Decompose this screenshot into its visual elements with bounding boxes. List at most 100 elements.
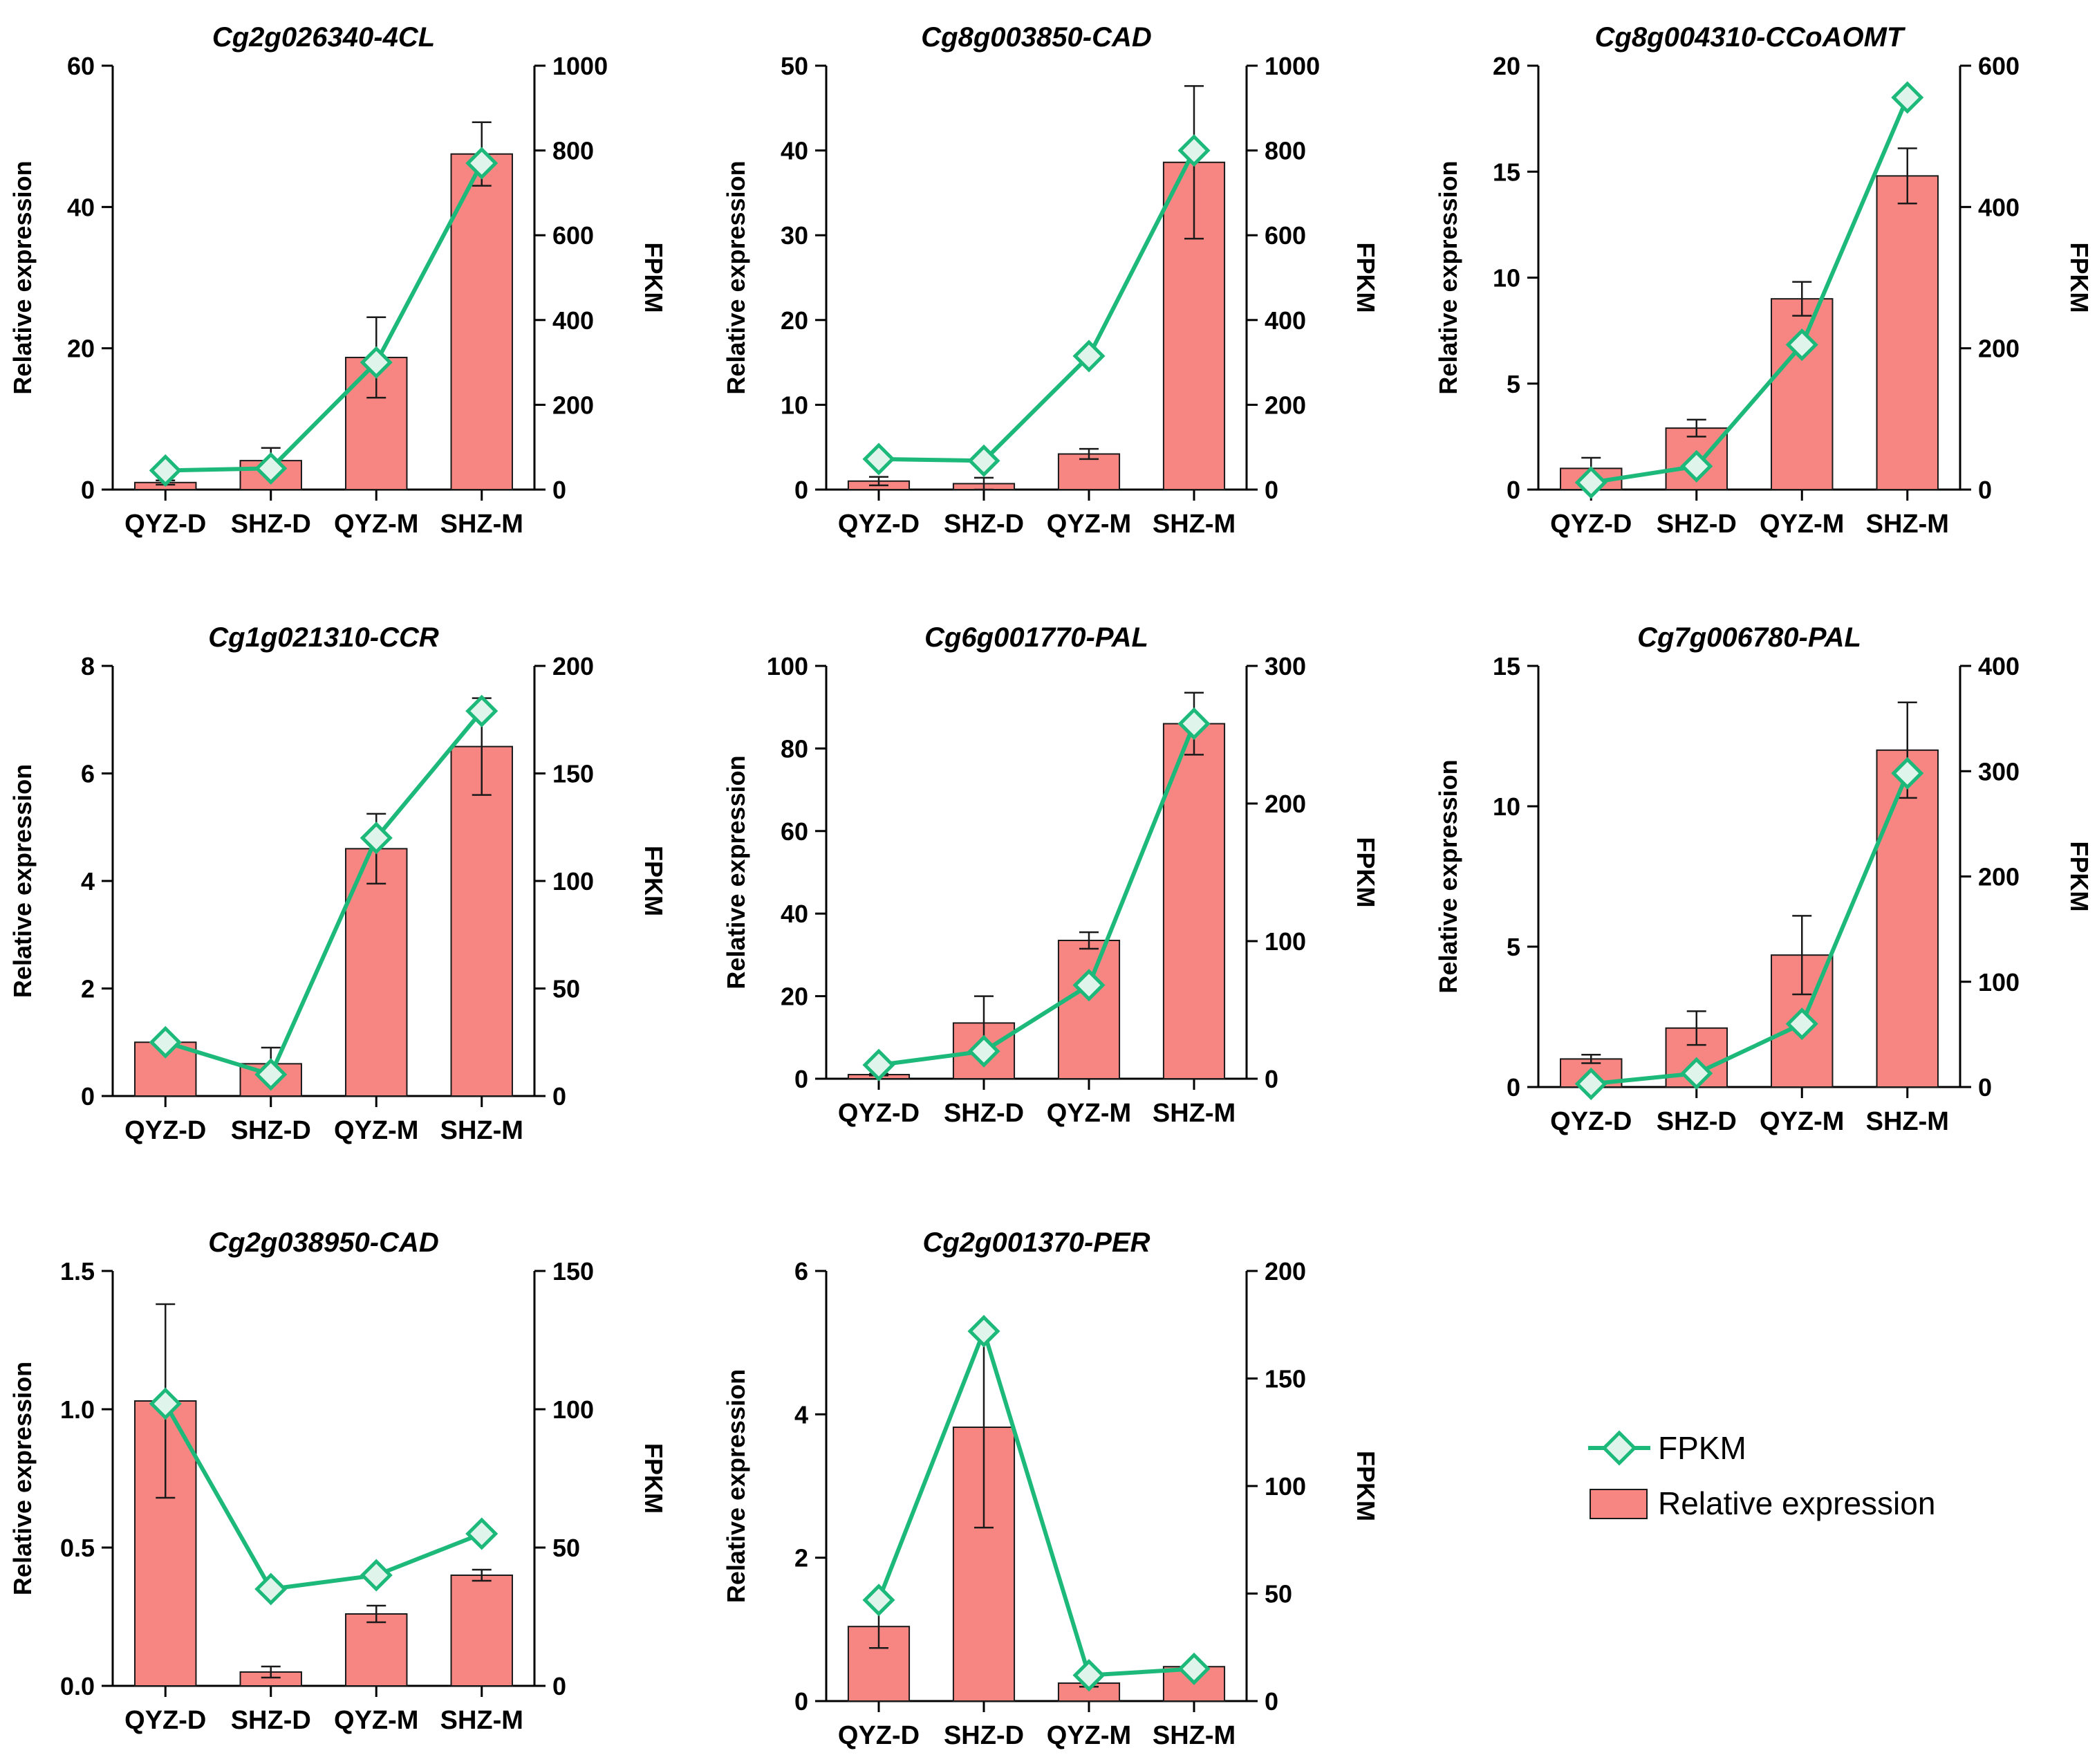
y-tick-label-right: 400	[1265, 306, 1306, 335]
fpkm-point	[1680, 449, 1713, 483]
y-tick-label-right: 100	[1265, 927, 1306, 956]
y-tick-label-left: 20	[781, 306, 808, 335]
bar	[345, 1613, 408, 1687]
fpkm-line	[1590, 96, 1910, 485]
y-axis-label-right: FPKM	[640, 243, 668, 313]
y-tick-label-left: 80	[781, 734, 808, 763]
y-tick-label-right: 1000	[552, 52, 608, 80]
y-axis-label-right: FPKM	[640, 1443, 668, 1514]
chart-title: Cg2g026340-4CL	[212, 22, 435, 53]
y-tick-label-right: 600	[1265, 221, 1306, 250]
y-tick-label-right: 600	[1978, 52, 2020, 80]
y-axis-label-left: Relative expression	[722, 755, 750, 989]
chart-panel-7: Cg2g038950-CAD 0.0 0.5 1.0 1.5 0 50 100 150 Relat…	[8, 1227, 668, 1735]
x-tick-label: SHZ-M	[1866, 1107, 1949, 1136]
fpkm-point	[1891, 81, 1924, 114]
chart-panel-2: Cg8g003850-CAD 0 10 20 30 40 50 0 200 400 600 800 10…	[722, 22, 1380, 539]
fpkm-point	[465, 694, 498, 727]
y-tick-label-left: 4	[81, 867, 95, 895]
chart-title: Cg8g003850-CAD	[921, 22, 1151, 53]
chart-panel-8: Cg2g001370-PER 0 2 4 6 0 50 100 150 200 Relative e…	[722, 1227, 1380, 1750]
fpkm-point	[465, 147, 498, 180]
fpkm-point	[360, 346, 393, 379]
fpkm-line	[163, 1402, 483, 1591]
x-tick-label: QYZ-D	[838, 1099, 920, 1128]
chart-panel-1: Cg2g026340-4CL020406002004006008001000Re…	[8, 22, 668, 539]
y-tick-label-right: 0	[1978, 476, 1992, 504]
fpkm-point	[1785, 1008, 1818, 1041]
fpkm-point	[862, 443, 895, 476]
y-axis-label-right: FPKM	[1352, 243, 1380, 313]
x-tick-label: QYZ-M	[1047, 1721, 1131, 1750]
y-tick-label-right: 0	[552, 1672, 566, 1700]
y-tick-label-left: 40	[781, 137, 808, 165]
y-tick-label-right: 50	[1265, 1580, 1292, 1608]
x-tick-label: QYZ-M	[1047, 510, 1131, 539]
y-tick-label-left: 0	[1507, 1073, 1520, 1102]
x-tick-label: QYZ-M	[1760, 510, 1844, 539]
legend-fpkm-marker	[1601, 1430, 1637, 1466]
x-tick-label: SHZ-M	[440, 1116, 523, 1145]
fpkm-line	[1590, 772, 1910, 1086]
bar	[450, 745, 513, 1097]
y-tick-label-right: 100	[1978, 968, 2020, 996]
fpkm-point	[1680, 1057, 1713, 1090]
fpkm-point	[967, 1034, 1000, 1068]
x-tick-label: SHZ-M	[440, 1706, 523, 1735]
y-tick-label-right: 100	[552, 1395, 594, 1424]
x-tick-label: QYZ-M	[334, 510, 418, 539]
x-tick-label: SHZ-M	[1153, 510, 1236, 539]
y-tick-label-left: 5	[1507, 370, 1520, 398]
y-tick-label-right: 200	[552, 652, 594, 680]
x-tick-label: QYZ-M	[334, 1706, 418, 1735]
x-tick-label: SHZ-D	[944, 1721, 1024, 1750]
y-axis-label-left: Relative expression	[722, 160, 750, 394]
fpkm-point	[1177, 1652, 1211, 1685]
chart-title: Cg7g006780-PAL	[1637, 622, 1861, 653]
fpkm-point	[149, 454, 182, 487]
y-tick-label-left: 0	[1507, 476, 1520, 504]
y-tick-label-left: 40	[781, 900, 808, 928]
y-tick-label-right: 150	[552, 760, 594, 788]
y-tick-label-left: 15	[1493, 158, 1520, 186]
y-tick-label-left: 40	[67, 193, 95, 221]
y-tick-label-right: 300	[1978, 757, 2020, 786]
bar	[1876, 175, 1939, 490]
y-axis-label-right: FPKM	[2065, 243, 2094, 313]
y-tick-label-right: 200	[1265, 790, 1306, 818]
y-tick-label-left: 60	[781, 817, 808, 846]
y-tick-label-right: 100	[552, 867, 594, 895]
fpkm-line	[877, 1329, 1195, 1678]
chart-panels: Cg2g026340-4CL020406002004006008001000Re…	[8, 22, 2094, 1750]
y-tick-label-left: 15	[1493, 652, 1520, 680]
bar	[450, 1575, 513, 1687]
y-axis-label-right: FPKM	[1352, 1451, 1380, 1521]
y-tick-label-right: 800	[1265, 137, 1306, 165]
y-tick-label-left: 0	[794, 1687, 808, 1716]
fpkm-point	[1785, 328, 1818, 362]
y-tick-label-left: 0	[794, 1065, 808, 1093]
legend-bar-label: Relative expression	[1658, 1485, 1935, 1521]
y-tick-label-left: 30	[781, 221, 808, 250]
y-tick-label-right: 50	[552, 975, 580, 1003]
y-tick-label-right: 0	[1265, 1687, 1278, 1716]
y-tick-label-left: 60	[67, 52, 95, 80]
y-tick-label-right: 400	[1978, 193, 2020, 221]
y-tick-label-right: 300	[1265, 652, 1306, 680]
fpkm-point	[1574, 1067, 1607, 1100]
fpkm-point	[862, 1584, 895, 1617]
x-tick-label: SHZ-M	[1153, 1099, 1236, 1128]
y-tick-label-right: 150	[1265, 1365, 1306, 1393]
y-tick-label-left: 20	[67, 335, 95, 363]
y-tick-label-right: 0	[552, 476, 566, 504]
fpkm-point	[967, 1315, 1000, 1348]
y-axis-label-left: Relative expression	[1434, 160, 1462, 394]
x-tick-label: QYZ-D	[1550, 1107, 1632, 1136]
fpkm-line	[165, 162, 484, 473]
fpkm-point	[1574, 466, 1607, 499]
fpkm-point	[1177, 707, 1211, 741]
chart-title: Cg8g004310-CCoAOMT	[1595, 22, 1906, 53]
y-tick-label-right: 0	[552, 1082, 566, 1111]
bar	[1057, 940, 1121, 1079]
